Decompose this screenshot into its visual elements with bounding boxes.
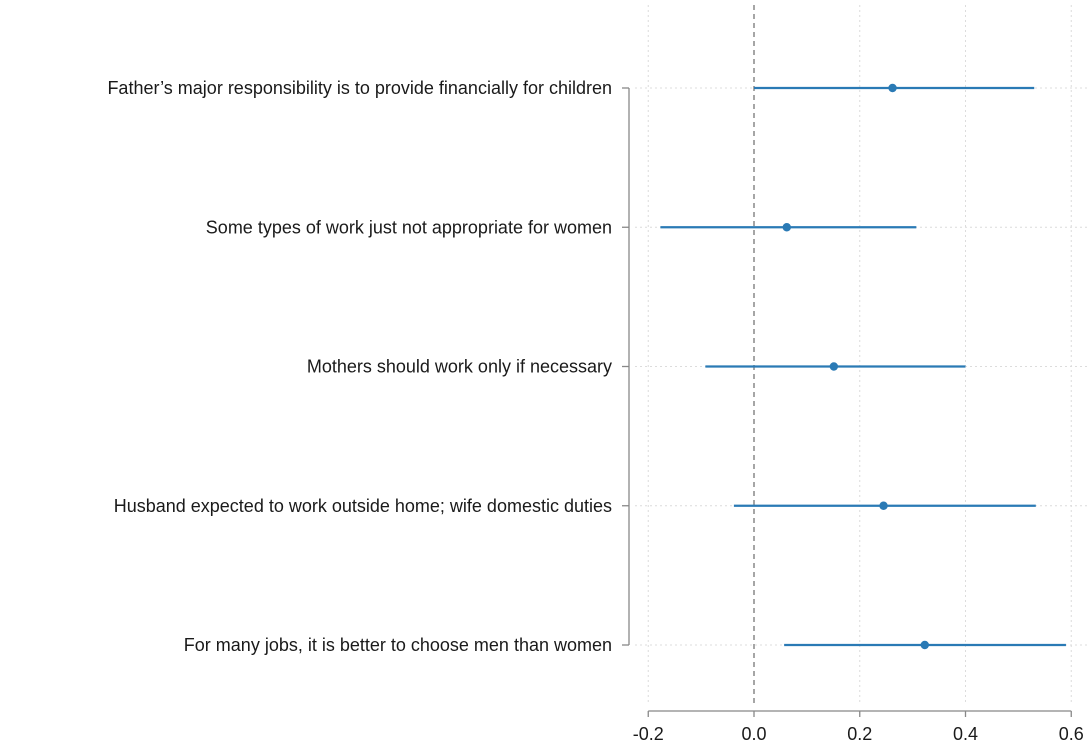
x-tick-label-2: 0.2: [847, 724, 872, 744]
y-category-label-1: Some types of work just not appropriate …: [206, 217, 612, 237]
label-layer: Father’s major responsibility is to prov…: [107, 78, 1083, 744]
x-tick-label-1: 0.0: [741, 724, 766, 744]
point-estimate-1: [782, 223, 791, 232]
point-estimate-3: [879, 501, 888, 510]
point-estimate-0: [888, 83, 897, 93]
y-category-label-0: Father’s major responsibility is to prov…: [107, 78, 612, 98]
x-tick-label-4: 0.6: [1059, 724, 1084, 744]
y-category-label-3: Husband expected to work outside home; w…: [114, 496, 612, 516]
point-estimate-2: [829, 362, 839, 371]
y-category-label-2: Mothers should work only if necessary: [307, 357, 612, 377]
mark-layer: [660, 83, 1066, 650]
y-category-label-4: For many jobs, it is better to choose me…: [184, 635, 612, 655]
point-estimate-4: [920, 640, 929, 650]
grid-layer: [635, 5, 1089, 705]
axis-layer: [622, 5, 1072, 717]
x-tick-label-3: 0.4: [953, 724, 978, 744]
x-tick-label-0: -0.2: [633, 724, 664, 744]
